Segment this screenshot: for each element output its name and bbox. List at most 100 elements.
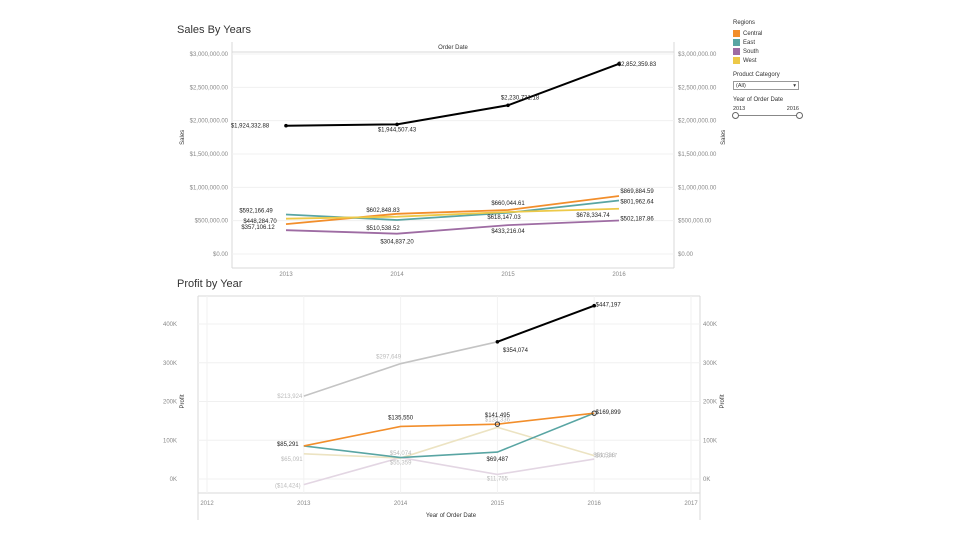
y-tick-label-right: $1,500,000.00 [678,152,717,158]
y-tick-label-right: $3,000,000.00 [678,52,717,58]
y-tick-label-right: 0K [703,477,710,483]
series-line-west [303,426,595,459]
x-tick-label: 2017 [684,501,698,507]
x-tick-label: 2014 [390,272,404,278]
y-tick-label-right: $2,000,000.00 [678,119,717,125]
y-tick-label: 300K [163,361,177,367]
series-line-west [285,207,620,220]
data-point [284,123,288,128]
year-min-label: 2013 [733,106,746,112]
data-label: $135,550 [388,415,414,421]
year-max-label: 2016 [786,106,799,112]
data-label: $133,336 [485,417,511,423]
data-point [495,339,500,344]
legend-label: Central [743,30,763,37]
data-label: $592,166.49 [239,209,273,215]
data-point-highlight [494,421,501,427]
y-tick-label: 0K [170,477,177,483]
data-point-highlight [591,410,597,416]
data-point [395,122,399,127]
series-line-central [285,195,620,226]
data-label: $502,187.86 [620,217,654,223]
y-tick-label-right: $1,000,000.00 [678,185,717,191]
data-label: $69,487 [487,457,509,463]
y-tick-label: 200K [163,400,177,406]
x-tick-label: 2014 [394,501,408,507]
legend-swatch [733,57,740,64]
data-label: $869,884.59 [620,189,654,195]
x-tick-label: 2012 [200,501,214,507]
x-tick-label: 2016 [588,501,602,507]
data-label: $2,852,359.83 [618,62,657,68]
legend-item-west[interactable]: West [733,56,813,65]
year-slider-max-handle[interactable] [796,112,803,119]
legend-item-east[interactable]: East [733,38,813,47]
data-label: $660,044.61 [491,201,525,207]
y-tick-label: $500,000.00 [195,219,229,225]
legend-heading: Regions [733,20,756,26]
legend-swatch [733,48,740,55]
top-axis-title: Order Date [438,45,468,51]
data-label: $447,197 [596,303,622,309]
x-tick-label: 2015 [491,501,505,507]
year-slider-min-handle[interactable] [732,112,739,119]
data-label: $618,147.03 [487,215,521,221]
y-tick-label-right: $0.00 [678,252,694,258]
series-line-central [303,412,595,447]
x-axis-title: Year of Order Date [426,513,477,519]
legend-swatch [733,30,740,37]
data-label: $2,230,731.18 [501,95,540,101]
data-label: $354,074 [503,348,529,354]
data-label: $1,924,332.88 [231,124,270,130]
y-tick-label: $1,000,000.00 [190,185,229,191]
data-label: $304,837.20 [380,240,414,246]
data-label: $54,074 [390,451,412,457]
data-label: ($14,424) [275,484,301,490]
sales-chart-title: Sales By Years [177,24,251,36]
category-dropdown[interactable]: (All) ▾ [733,81,799,90]
regions-legend: Regions Central East South West Product … [732,20,813,119]
legend-label: West [743,57,757,64]
category-dropdown-value: (All) [736,82,746,89]
y-tick-label-right: $500,000.00 [678,219,712,225]
y-tick-label: $3,000,000.00 [190,52,229,58]
data-label: $357,106.12 [241,225,275,231]
data-label: $55,359 [390,461,412,467]
series-line-total [285,62,620,127]
y-tick-label: 400K [163,322,177,328]
data-label: $801,962.64 [620,200,654,206]
data-label: $11,755 [487,476,509,482]
data-label: $678,334.74 [576,213,610,219]
series-line-south [285,219,620,235]
data-label: $1,944,507.43 [378,127,417,133]
y-axis-title-right: Sales [721,130,727,145]
y-tick-label: $2,000,000.00 [190,119,229,125]
data-label: $297,649 [376,355,402,361]
data-label: $51,536 [593,453,615,459]
data-label: $213,924 [277,394,303,400]
y-tick-label: 100K [163,438,177,444]
profit-chart-title: Profit by Year [177,278,243,290]
data-label: $602,848.83 [366,208,400,214]
data-label: $85,291 [277,442,299,448]
y-axis-title-right: Profit [720,394,726,408]
data-point [617,62,621,66]
legend-swatch [733,39,740,46]
legend-label: East [743,39,756,46]
x-tick-label: 2016 [612,272,626,278]
data-label: $510,538.52 [366,226,400,232]
legend-item-south[interactable]: South [733,47,813,56]
x-tick-label: 2015 [501,272,515,278]
y-tick-label: $0.00 [213,252,229,258]
series-line-east [303,412,595,459]
x-tick-label: 2013 [297,501,311,507]
series-line-south [303,456,595,486]
data-label: $65,091 [281,457,303,463]
data-label: $60,347 [595,454,617,460]
year-slider[interactable] [732,112,803,119]
legend-item-central[interactable]: Central [733,29,813,38]
data-point [506,103,510,108]
y-tick-label-right: 200K [703,400,717,406]
series-line-east [285,199,620,221]
